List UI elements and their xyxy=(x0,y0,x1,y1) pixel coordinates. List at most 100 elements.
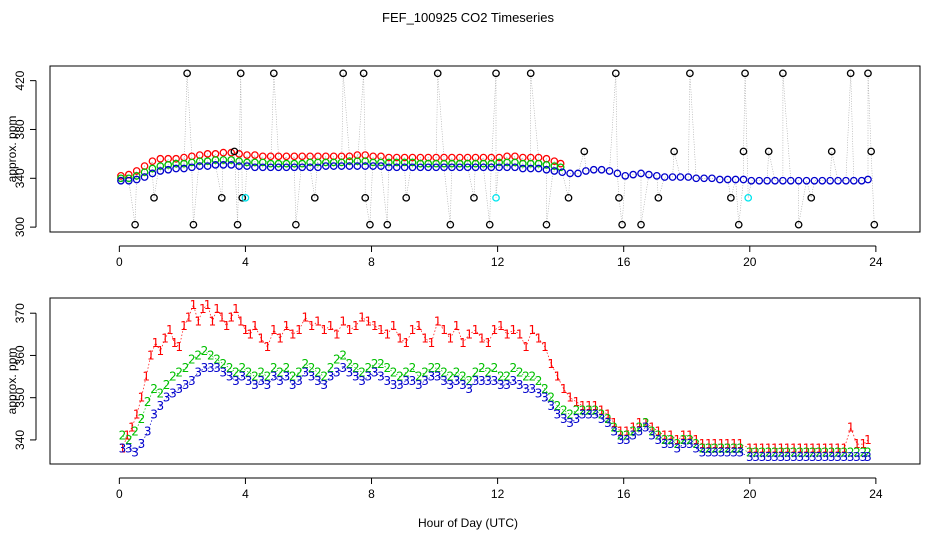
bottom-data-point: 3 xyxy=(453,374,461,388)
top-data-point xyxy=(479,163,488,172)
bottom-data-point: 1 xyxy=(339,315,347,329)
top-data-point xyxy=(274,152,283,161)
top-data-point xyxy=(842,176,850,185)
bottom-data-point: 3 xyxy=(809,450,817,464)
top-data-point xyxy=(203,150,212,158)
bottom-data-point: 2 xyxy=(220,357,228,371)
bottom-data-point: 1 xyxy=(251,319,259,333)
bottom-data-point: 1 xyxy=(718,437,726,451)
bottom-data-point: 2 xyxy=(251,370,259,384)
top-data-point xyxy=(217,193,226,202)
bottom-data-point: 1 xyxy=(295,323,303,337)
top-data-point xyxy=(236,69,245,78)
top-data-point xyxy=(408,153,417,162)
bottom-data-point: 2 xyxy=(809,446,817,460)
bottom-data-point: 3 xyxy=(472,374,480,388)
bottom-data-point: 3 xyxy=(648,429,656,443)
top-data-point xyxy=(266,163,275,172)
bottom-data-point: 3 xyxy=(484,374,492,388)
top-data-point xyxy=(479,153,488,162)
bottom-data-point: 2 xyxy=(560,403,568,417)
bottom-data-point: 2 xyxy=(623,429,631,443)
bottom-data-point: 3 xyxy=(796,450,804,464)
top-data-point xyxy=(526,164,535,173)
top-data-point xyxy=(495,153,504,162)
bottom-data-point: 3 xyxy=(541,391,549,405)
top-data-point xyxy=(479,159,488,168)
bottom-data-point: 1 xyxy=(711,437,719,451)
bottom-series-trace xyxy=(122,367,868,458)
bottom-data-point: 2 xyxy=(213,353,221,367)
top-data-point xyxy=(660,173,669,181)
bottom-data-point: 1 xyxy=(465,327,473,341)
top-data-point xyxy=(424,159,433,168)
top-x-tick-label: 24 xyxy=(869,255,883,269)
bottom-data-point: 1 xyxy=(204,298,212,312)
bottom-data-point: 2 xyxy=(497,370,505,384)
top-data-point xyxy=(734,220,743,229)
bottom-data-point: 3 xyxy=(497,378,505,392)
top-data-point xyxy=(700,174,708,183)
top-data-point xyxy=(432,159,440,168)
bottom-data-point: 1 xyxy=(699,437,707,451)
bottom-data-point: 3 xyxy=(150,408,158,422)
bottom-data-point: 1 xyxy=(175,340,183,354)
top-data-point xyxy=(339,69,348,78)
bottom-data-point: 3 xyxy=(308,370,316,384)
bottom-data-point: 2 xyxy=(415,370,423,384)
top-data-point xyxy=(290,163,299,172)
bottom-data-point: 3 xyxy=(822,450,830,464)
top-data-point xyxy=(180,164,188,173)
bottom-data-point: 1 xyxy=(257,332,265,346)
bottom-data-point: 1 xyxy=(598,403,606,417)
top-data-point xyxy=(518,159,527,168)
bottom-data-point: 1 xyxy=(655,424,663,438)
top-data-point xyxy=(424,163,433,172)
bottom-data-point: 1 xyxy=(692,433,700,447)
top-data-point xyxy=(676,173,685,181)
top-data-point xyxy=(156,154,165,163)
bottom-data-point: 2 xyxy=(314,365,322,379)
top-data-point xyxy=(771,176,779,185)
top-data-point xyxy=(867,147,875,156)
bottom-y-axis-label: approx. ppm xyxy=(5,348,19,415)
bottom-data-point: 1 xyxy=(752,441,760,455)
top-data-point xyxy=(132,167,141,175)
top-data-point xyxy=(518,164,527,173)
bottom-data-point: 3 xyxy=(573,412,581,426)
top-data-point xyxy=(485,220,494,229)
bottom-data-point: 1 xyxy=(853,437,861,451)
bottom-data-point: 2 xyxy=(188,353,196,367)
top-data-point xyxy=(574,169,582,178)
bottom-data-point: 2 xyxy=(371,357,379,371)
bottom-data-point: 3 xyxy=(585,408,593,422)
bottom-data-point: 3 xyxy=(428,370,436,384)
bottom-data-point: 3 xyxy=(213,361,221,375)
top-data-point xyxy=(556,163,565,172)
bottom-data-point: 2 xyxy=(759,446,767,460)
top-data-point xyxy=(400,158,409,167)
bottom-data-point: 1 xyxy=(352,319,360,333)
top-data-point xyxy=(487,163,496,172)
top-data-point xyxy=(470,193,478,202)
bottom-data-point: 1 xyxy=(629,420,637,434)
bottom-data-point: 3 xyxy=(803,450,811,464)
bottom-data-point: 3 xyxy=(371,365,379,379)
bottom-data-point: 2 xyxy=(828,446,836,460)
bottom-data-point: 2 xyxy=(320,370,328,384)
bottom-data-point: 2 xyxy=(655,429,663,443)
top-data-point xyxy=(241,193,250,202)
top-data-point xyxy=(251,158,259,167)
bottom-data-point: 3 xyxy=(598,412,606,426)
bottom-data-point: 1 xyxy=(371,319,379,333)
top-data-point xyxy=(258,163,267,172)
bottom-y-axis: 340 350 360 370 xyxy=(13,303,37,450)
top-data-point xyxy=(534,159,543,168)
bottom-data-point: 3 xyxy=(746,450,754,464)
bottom-data-point: 2 xyxy=(765,446,773,460)
top-data-point xyxy=(274,163,283,172)
top-data-point xyxy=(487,159,496,168)
bottom-data-point: 2 xyxy=(815,446,823,460)
top-data-point xyxy=(187,163,196,172)
top-data-point xyxy=(156,167,165,175)
